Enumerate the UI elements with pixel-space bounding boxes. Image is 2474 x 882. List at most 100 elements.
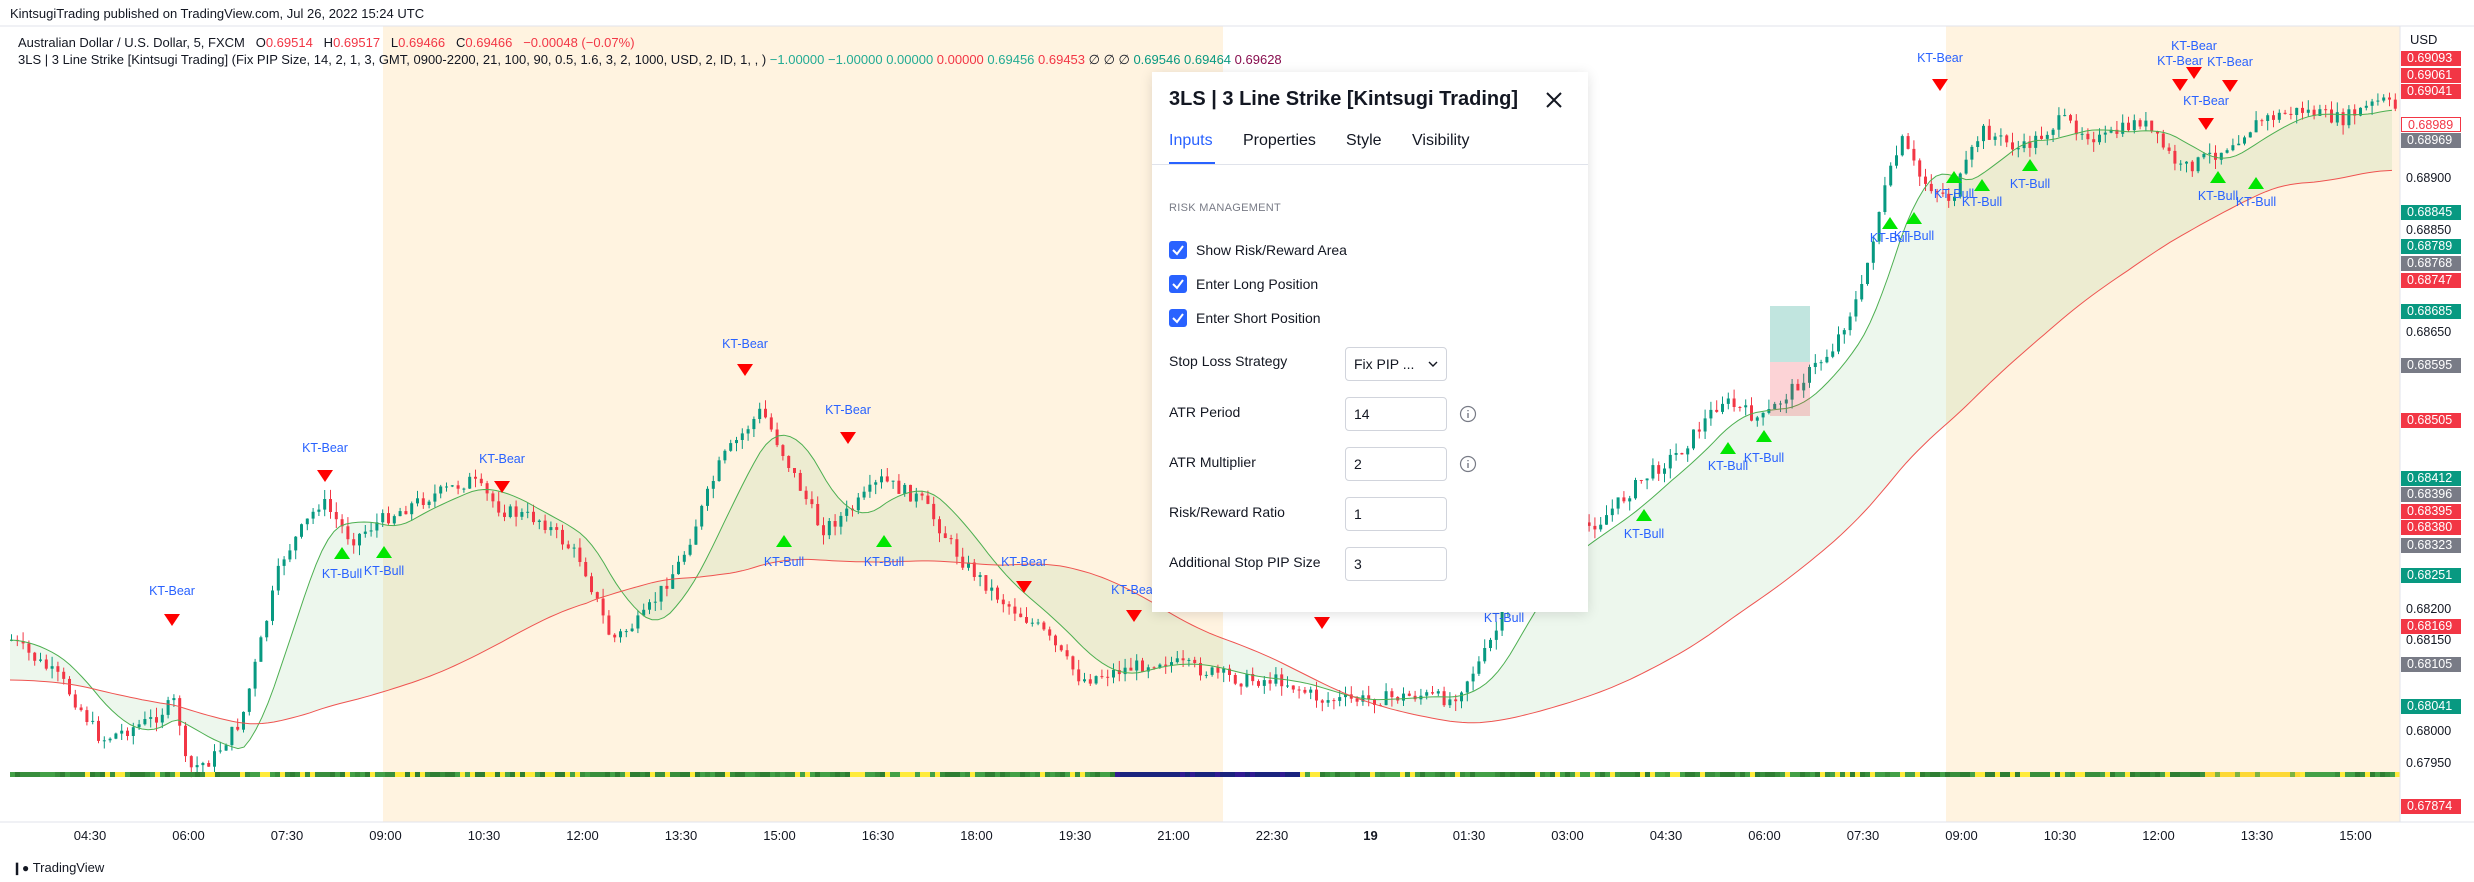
time-axis-label: 13:30 <box>664 828 698 843</box>
candle-body <box>1825 356 1829 363</box>
trend-strip-cell <box>925 772 930 777</box>
candle-body <box>764 408 767 418</box>
trend-strip-cell <box>2285 772 2290 777</box>
candle-body <box>868 484 872 492</box>
trend-strip-cell <box>1470 772 1475 777</box>
trend-strip-cell <box>1195 772 1200 777</box>
candle-body <box>532 511 535 523</box>
trend-strip-cell <box>2195 772 2200 777</box>
candle-body <box>891 480 895 482</box>
info-icon[interactable] <box>1459 455 1477 473</box>
candle-body <box>1877 212 1881 242</box>
trend-strip-cell <box>790 772 795 777</box>
info-icon[interactable] <box>1459 405 1477 423</box>
candle-body <box>775 429 779 446</box>
trend-strip-cell <box>1285 772 1290 777</box>
trend-strip-cell <box>1645 772 1650 777</box>
candle-body <box>329 499 332 512</box>
atr-multiplier-input[interactable]: 2 <box>1345 447 1447 481</box>
trend-strip-cell <box>1815 772 1820 777</box>
currency-label[interactable]: USD <box>2410 32 2438 47</box>
candle-body <box>932 503 936 520</box>
candle-body <box>648 602 651 610</box>
trend-strip-cell <box>2155 772 2160 777</box>
indicator-value: 0.69628 <box>1234 52 1282 67</box>
section-heading: RISK MANAGEMENT <box>1169 202 1282 214</box>
trend-strip-cell <box>2140 772 2145 777</box>
trend-strip-cell <box>520 772 525 777</box>
time-axis-label: 06:00 <box>172 828 205 843</box>
trend-strip-cell <box>915 772 920 777</box>
fast-ma-line <box>9 109 2393 750</box>
trend-strip-cell <box>35 772 40 777</box>
candle-body <box>1697 429 1701 432</box>
indicator-params[interactable]: 3LS | 3 Line Strike [Kintsugi Trading] (… <box>18 52 767 67</box>
trend-strip-cell <box>1245 772 1250 777</box>
trend-strip-cell <box>1885 772 1890 777</box>
candle-body <box>1616 497 1620 509</box>
trend-strip-cell <box>1395 772 1400 777</box>
enter-long-checkbox[interactable]: Enter Long Position <box>1169 275 1369 293</box>
atr-period-input[interactable]: 14 <box>1345 397 1447 431</box>
tab-inputs[interactable]: Inputs <box>1169 132 1213 149</box>
candle-body <box>2254 120 2258 133</box>
trend-strip-cell <box>780 772 785 777</box>
trend-strip-cell <box>775 772 780 777</box>
show-risk-reward-checkbox[interactable]: Show Risk/Reward Area <box>1169 241 1369 259</box>
trend-strip-cell <box>2225 772 2230 777</box>
trend-strip-cell <box>1865 772 1870 777</box>
trend-strip-cell <box>2150 772 2155 777</box>
tab-style[interactable]: Style <box>1346 132 1382 149</box>
risk-reward-input[interactable]: 1 <box>1345 497 1447 531</box>
trend-strip-cell <box>585 772 590 777</box>
trend-strip-cell <box>1170 772 1175 777</box>
trend-strip-cell <box>910 772 915 777</box>
trend-strip-cell <box>2170 772 2175 777</box>
trend-strip-cell <box>1685 772 1690 777</box>
candle-body <box>961 556 965 568</box>
candle-body <box>729 443 733 451</box>
price-tag: 0.68412 <box>2401 471 2461 486</box>
close-icon[interactable] <box>1542 88 1566 112</box>
candle-body <box>1094 676 1098 684</box>
candle-body <box>1802 382 1806 391</box>
trend-strip-cell <box>1055 772 1060 777</box>
candle-body <box>2359 107 2362 116</box>
candle-body <box>1001 599 1005 605</box>
symbol-name[interactable]: Australian Dollar / U.S. Dollar, 5, FXCM <box>18 35 245 50</box>
candle-body <box>236 726 240 730</box>
candle-body <box>1257 681 1260 686</box>
trend-strip-cell <box>550 772 555 777</box>
time-axis-label: 15:00 <box>2339 828 2372 843</box>
trend-strip-cell <box>2360 772 2365 777</box>
trend-strip-cell <box>900 772 905 777</box>
trend-strip-cell <box>2030 772 2035 777</box>
candle-body <box>189 756 193 768</box>
tab-visibility[interactable]: Visibility <box>1412 132 1470 149</box>
candle-body <box>1384 691 1388 706</box>
trend-strip-cell <box>1745 772 1750 777</box>
candle-body <box>1117 670 1121 675</box>
candle-body <box>694 526 698 545</box>
trend-strip-cell <box>50 772 55 777</box>
trend-strip-cell <box>1080 772 1085 777</box>
candle-body <box>2237 143 2241 146</box>
trend-strip-cell <box>1125 772 1130 777</box>
trend-strip-cell <box>2125 772 2130 777</box>
candle-body <box>2179 163 2183 165</box>
tab-properties[interactable]: Properties <box>1243 132 1316 149</box>
enter-short-checkbox[interactable]: Enter Short Position <box>1169 309 1369 327</box>
bull-signal-label: KT-Bull <box>864 555 904 569</box>
candle-body <box>1750 405 1753 421</box>
trend-strip-cell <box>2005 772 2010 777</box>
candle-body <box>503 512 506 517</box>
stop-loss-select[interactable]: Fix PIP ... <box>1345 347 1447 381</box>
trend-strip-cell <box>785 772 790 777</box>
candle-body <box>27 643 31 653</box>
stop-pip-input[interactable]: 3 <box>1345 547 1447 581</box>
trend-strip-cell <box>570 772 575 777</box>
trend-strip-cell <box>1500 772 1505 777</box>
trend-strip-cell <box>525 772 530 777</box>
trend-strip-cell <box>1215 772 1220 777</box>
